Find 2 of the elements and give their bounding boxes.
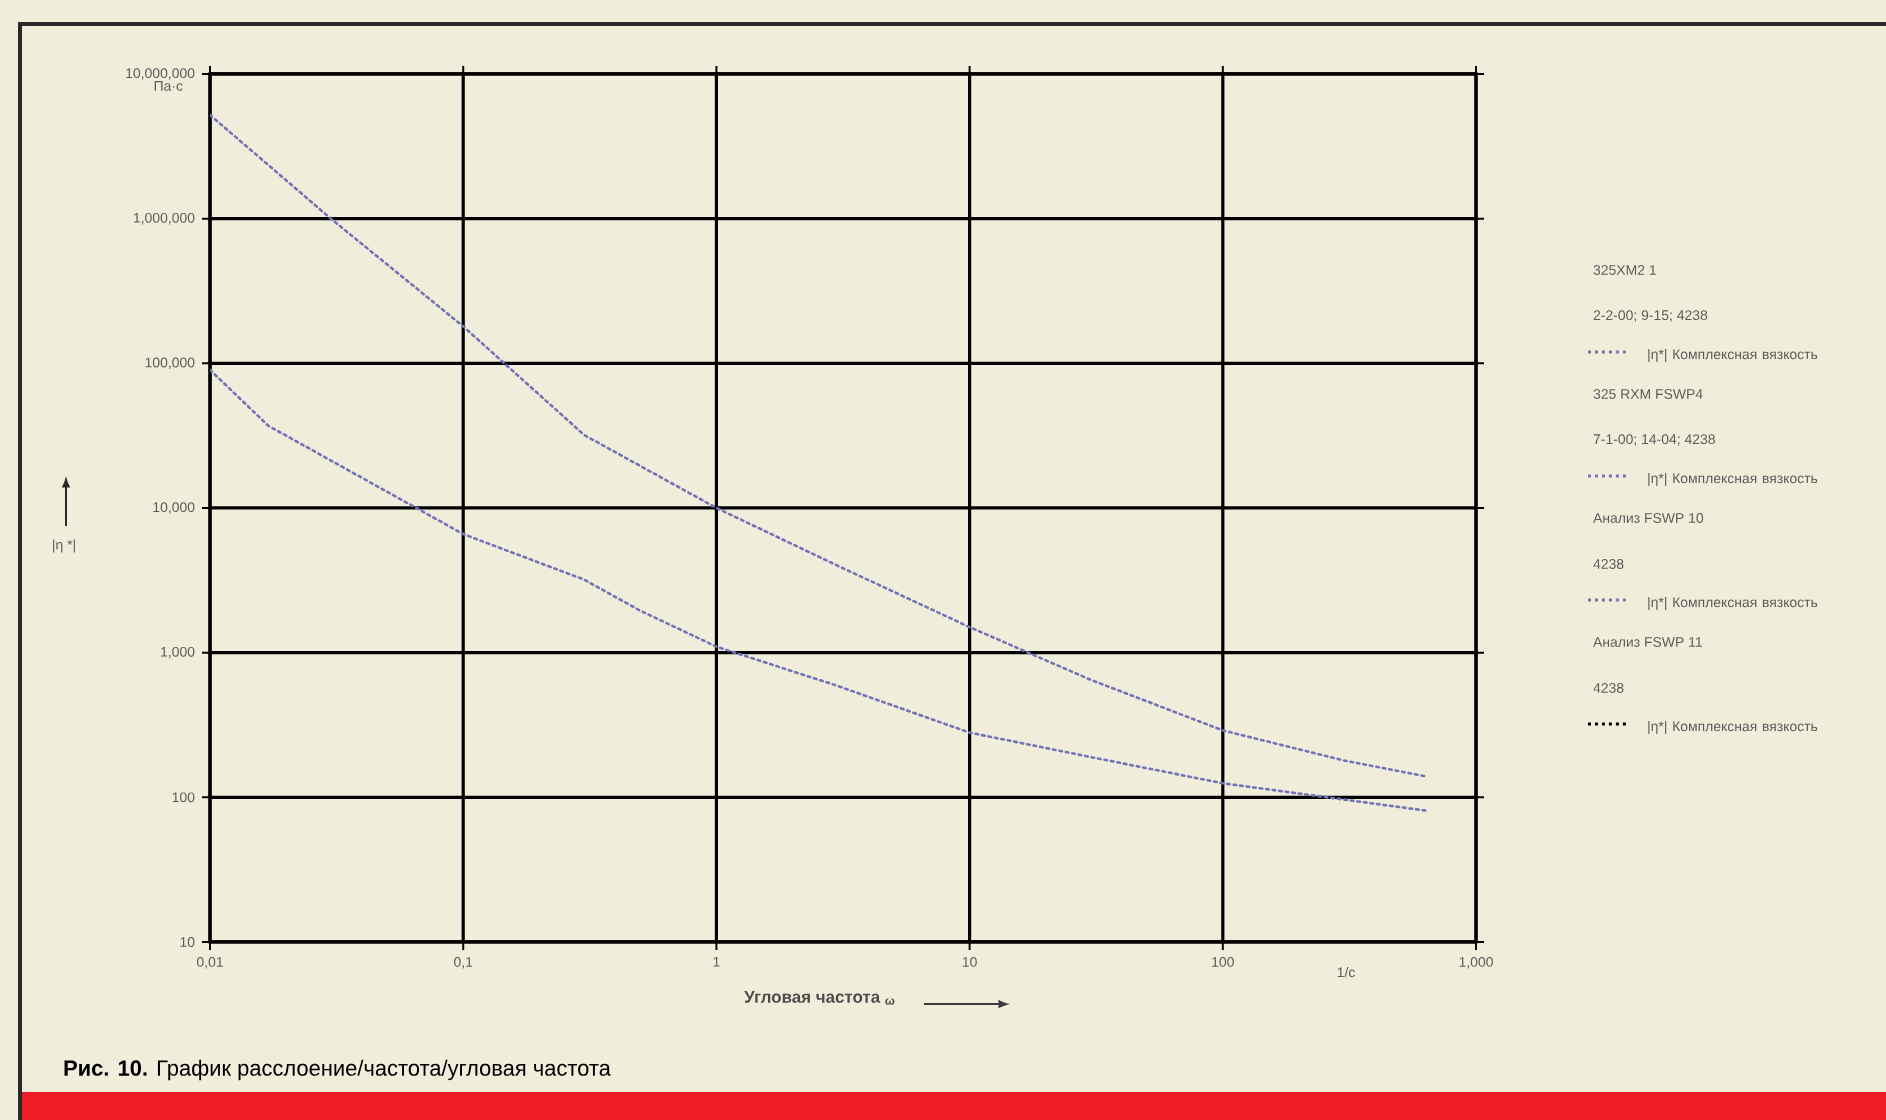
x-axis-title: Угловая частота $_{ω}$ [744,991,895,1005]
text: Рис. 10. График расслоение/частота/угловая частота [64,1059,611,1081]
